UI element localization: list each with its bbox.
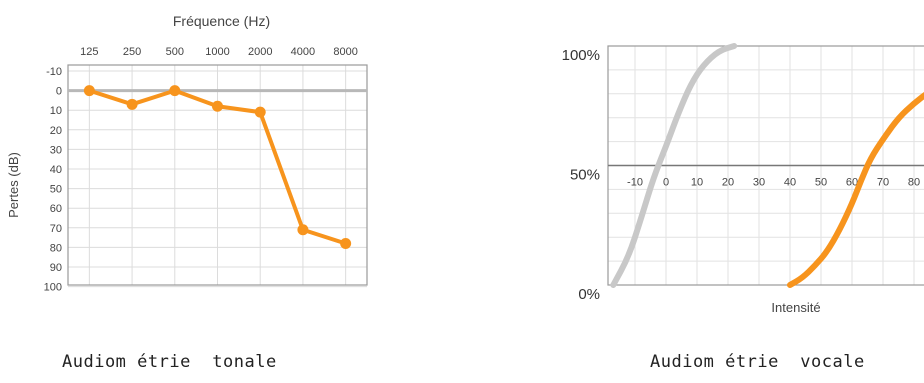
x-tick-label: 50 bbox=[815, 177, 827, 189]
data-point bbox=[83, 85, 95, 97]
y-tick-label: 70 bbox=[50, 223, 62, 235]
data-point bbox=[169, 85, 181, 97]
chart-title: Fréquence (Hz) bbox=[173, 13, 270, 29]
y-tick-label: 50 bbox=[50, 184, 62, 196]
x-tick-label: 1000 bbox=[205, 46, 229, 58]
y-tick-label: 20 bbox=[50, 125, 62, 137]
y-tick-label: 80 bbox=[50, 242, 62, 254]
x-axis-label: Intensité bbox=[771, 300, 820, 315]
vocal-audiogram-chart: 100%50%0%-100102030405060708090Intensité bbox=[562, 43, 924, 315]
x-tick-label: 10 bbox=[691, 177, 703, 189]
x-tick-label: 80 bbox=[908, 177, 920, 189]
y-tick-label: 0 bbox=[56, 86, 62, 98]
x-tick-label: 30 bbox=[753, 177, 765, 189]
y-tick-label: 40 bbox=[50, 164, 62, 176]
x-tick-label: 4000 bbox=[291, 46, 315, 58]
data-point bbox=[340, 237, 352, 249]
x-tick-label: 8000 bbox=[333, 46, 357, 58]
vocal-audiogram-panel: 100%50%0%-100102030405060708090Intensité bbox=[530, 0, 924, 330]
caption-tonal: Audiom étrie tonale bbox=[62, 352, 277, 372]
data-point bbox=[126, 98, 138, 110]
y-tick-label: 100 bbox=[44, 282, 62, 294]
x-tick-label: 0 bbox=[663, 177, 669, 189]
y-tick-label: 30 bbox=[50, 144, 62, 156]
y-tick-label: 100% bbox=[562, 47, 600, 64]
caption-vocal: Audiom étrie vocale bbox=[650, 352, 865, 372]
tonal-audiogram-chart: -10 0 10 20 30 40 50 60 70 80 90 100 125 250 500 1000 20… bbox=[6, 13, 368, 294]
plot-frame bbox=[67, 64, 368, 286]
y-tick-label: 50% bbox=[570, 167, 600, 184]
x-tick-label: 250 bbox=[123, 46, 141, 58]
x-tick-label: 60 bbox=[846, 177, 858, 189]
y-tick-label: -10 bbox=[46, 66, 62, 78]
data-point bbox=[212, 100, 223, 112]
x-tick-label: -10 bbox=[627, 177, 643, 189]
series-line-reference bbox=[610, 43, 738, 288]
x-tick-label: 500 bbox=[166, 46, 184, 58]
y-tick-label: 60 bbox=[50, 203, 62, 215]
y-tick-label: 0% bbox=[578, 286, 600, 303]
y-tick-label: 90 bbox=[50, 262, 62, 274]
x-tick-label: 70 bbox=[877, 177, 889, 189]
y-axis-label: Pertes (dB) bbox=[6, 152, 21, 218]
series-line-patient bbox=[787, 92, 924, 288]
x-tick-label: 20 bbox=[722, 177, 734, 189]
data-point bbox=[297, 224, 309, 236]
x-tick-label: 2000 bbox=[248, 46, 272, 58]
y-tick-label: 10 bbox=[50, 105, 62, 117]
tonal-audiogram-panel: -10 0 10 20 30 40 50 60 70 80 90 100 125 250 500 1000 20… bbox=[0, 0, 380, 300]
x-tick-label: 125 bbox=[80, 46, 98, 58]
data-point bbox=[254, 106, 266, 118]
x-tick-label: 40 bbox=[784, 177, 796, 189]
